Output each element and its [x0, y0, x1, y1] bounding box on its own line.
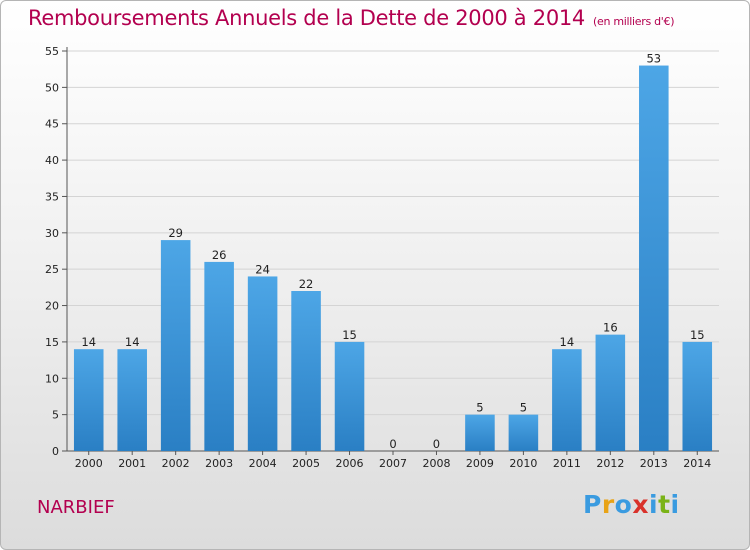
x-tick-label: 2014: [683, 457, 711, 470]
chart-unit-label: (en milliers d'€): [593, 15, 675, 28]
y-tick-label: 45: [45, 118, 59, 131]
bar: [508, 414, 539, 451]
bar-value-label: 5: [476, 401, 483, 415]
x-tick-label: 2005: [292, 457, 320, 470]
x-tick-label: 2006: [336, 457, 364, 470]
bar: [247, 276, 278, 451]
bar: [204, 261, 234, 451]
bar-value-label: 14: [125, 335, 140, 349]
x-tick-label: 2009: [466, 457, 494, 470]
bar: [595, 334, 626, 451]
logo-letter: t: [658, 490, 671, 519]
bar: [334, 341, 365, 451]
bar: [682, 341, 713, 451]
y-tick-label: 0: [52, 445, 59, 458]
x-tick-label: 2001: [118, 457, 146, 470]
bar-value-label: 24: [255, 262, 270, 276]
bar: [160, 240, 191, 451]
x-tick-label: 2002: [162, 457, 190, 470]
x-tick-label: 2013: [640, 457, 668, 470]
bar-value-label: 14: [560, 335, 575, 349]
x-tick-label: 2007: [379, 457, 407, 470]
bar-value-label: 14: [81, 335, 96, 349]
bar-value-label: 53: [646, 52, 661, 66]
logo-letter: P: [583, 490, 602, 519]
x-tick-label: 2004: [249, 457, 277, 470]
bar: [117, 349, 147, 451]
bar-value-label: 26: [212, 248, 227, 262]
x-tick-label: 2012: [596, 457, 624, 470]
y-tick-label: 10: [45, 372, 59, 385]
x-tick-label: 2000: [75, 457, 103, 470]
logo-letter: o: [614, 490, 633, 519]
bar: [639, 65, 669, 451]
bar-value-label: 16: [603, 321, 618, 335]
bar-value-label: 0: [389, 437, 396, 451]
x-tick-label: 2011: [553, 457, 581, 470]
labels: 0510152025303540455055142000142001292002…: [45, 45, 711, 470]
bar-value-label: 29: [168, 226, 183, 240]
commune-name: NARBIEF: [37, 497, 115, 518]
chart-title: Remboursements Annuels de la Dette de 20…: [28, 6, 674, 30]
x-tick-label: 2010: [509, 457, 537, 470]
bar: [465, 414, 495, 451]
logo-letter: r: [601, 490, 615, 519]
bar-value-label: 22: [299, 277, 314, 291]
y-tick-label: 25: [45, 263, 59, 276]
bar: [291, 291, 321, 451]
bar-value-label: 15: [342, 328, 357, 342]
proxiti-logo[interactable]: Proxiti: [583, 490, 680, 519]
y-tick-label: 50: [45, 81, 59, 94]
bar-value-label: 0: [433, 437, 440, 451]
bar: [552, 349, 582, 451]
logo-letter: x: [632, 490, 649, 519]
logo-letter: i: [649, 490, 659, 519]
y-tick-label: 5: [52, 409, 59, 422]
x-tick-label: 2008: [422, 457, 450, 470]
y-tick-label: 35: [45, 190, 59, 203]
y-tick-label: 20: [45, 300, 59, 313]
bar: [73, 349, 104, 451]
y-tick-label: 55: [45, 45, 59, 58]
y-tick-label: 15: [45, 336, 59, 349]
bars: [73, 65, 713, 451]
logo-letter: i: [670, 490, 680, 519]
bar-value-label: 5: [520, 401, 527, 415]
chart-title-text: Remboursements Annuels de la Dette de 20…: [28, 6, 585, 30]
y-tick-label: 40: [45, 154, 59, 167]
x-tick-label: 2003: [205, 457, 233, 470]
y-tick-label: 30: [45, 227, 59, 240]
bar-value-label: 15: [690, 328, 705, 342]
